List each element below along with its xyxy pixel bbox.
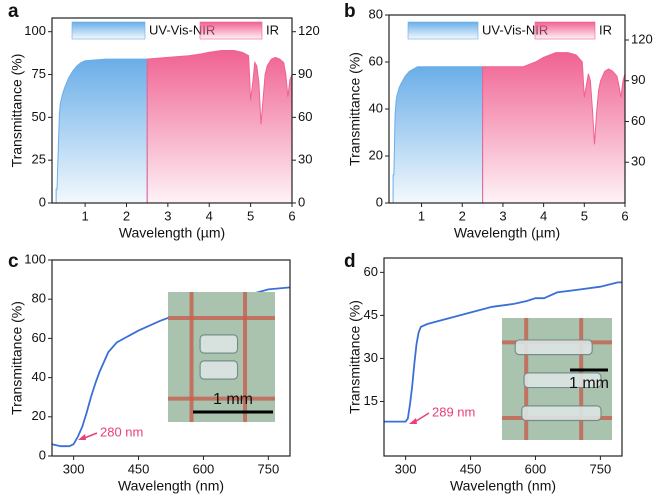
- x-tick-label: 1: [418, 208, 425, 223]
- legend-swatch: [71, 21, 146, 40]
- plot-frame: [383, 257, 623, 457]
- y-tick-label: 40: [369, 100, 383, 115]
- x-tick-label: 600: [525, 461, 547, 476]
- y-tick-label: 30: [364, 350, 378, 365]
- panel-letter: a: [8, 1, 19, 22]
- legend-swatch: [534, 21, 596, 40]
- x-tick-label: 3: [164, 208, 171, 223]
- x-tick-label: 6: [288, 208, 295, 223]
- crystal: [523, 372, 602, 389]
- x-tick-label: 1: [81, 208, 88, 223]
- y2-tick-label: 60: [298, 109, 312, 124]
- y2-tick-label: 90: [298, 66, 312, 81]
- x-tick-label: 6: [621, 208, 628, 223]
- x-tick-label: 2: [123, 208, 130, 223]
- legend-label: IR: [266, 22, 279, 37]
- x-axis-label: Wavelength (µm): [119, 225, 225, 241]
- y2-tick-label: 30: [298, 152, 312, 167]
- annotation: 280 nm: [100, 424, 143, 439]
- y2-tick-label: 90: [631, 72, 645, 87]
- crystal: [199, 360, 239, 380]
- x-axis-label: Wavelength (nm): [118, 478, 224, 494]
- y-tick-label: 20: [369, 147, 383, 162]
- scale-label: 1 mm: [213, 391, 253, 408]
- y2-tick-label: 30: [631, 154, 645, 169]
- y-tick-label: 60: [364, 264, 378, 279]
- x-tick-label: 600: [193, 461, 215, 476]
- y-tick-label: 0: [39, 194, 46, 209]
- y-tick-label: 100: [24, 23, 46, 38]
- arrow-head: [78, 434, 86, 440]
- x-tick-label: 450: [460, 461, 482, 476]
- x-tick-label: 4: [540, 208, 547, 223]
- y-tick-label: 60: [32, 330, 46, 345]
- crystal: [521, 405, 602, 422]
- y-tick-label: 0: [39, 447, 46, 462]
- y-tick-label: 60: [369, 53, 383, 68]
- legend-swatch: [199, 21, 263, 40]
- x-tick-label: 3: [499, 208, 506, 223]
- y-tick-label: 25: [32, 152, 46, 167]
- plot-frame: [51, 17, 293, 204]
- x-tick-label: 450: [128, 461, 150, 476]
- plot-frame: [51, 259, 291, 457]
- y-tick-label: 80: [32, 291, 46, 306]
- area: [55, 58, 148, 204]
- y-tick-label: 40: [32, 369, 46, 384]
- arrow-head: [409, 418, 417, 424]
- area: [392, 66, 484, 204]
- area: [482, 52, 626, 204]
- x-tick-label: 750: [258, 461, 280, 476]
- legend-label: UV-Vis-NIR: [482, 22, 548, 37]
- y-axis-label: Transmittance (%): [9, 301, 25, 415]
- y-tick-label: 0: [376, 194, 383, 209]
- panel-letter: b: [344, 1, 356, 22]
- y2-tick-label: 60: [631, 113, 645, 128]
- area: [146, 50, 293, 204]
- y-axis-label: Transmittance (%): [9, 54, 25, 168]
- panel-letter: d: [344, 251, 356, 272]
- x-tick-label: 5: [247, 208, 254, 223]
- scale-label: 1 mm: [569, 375, 609, 392]
- y-tick-label: 80: [369, 6, 383, 21]
- y2-tick-label: 120: [631, 31, 653, 46]
- y-axis-label: Transmittance (%): [347, 52, 363, 166]
- panel-letter: c: [8, 251, 19, 272]
- y-tick-label: 100: [24, 251, 46, 266]
- x-axis-label: Wavelength (µm): [454, 225, 560, 241]
- x-tick-label: 5: [581, 208, 588, 223]
- annotation: 289 nm: [432, 404, 475, 419]
- y2-tick-label: 0: [298, 194, 305, 209]
- x-tick-label: 300: [395, 461, 417, 476]
- y-tick-label: 15: [364, 393, 378, 408]
- legend-swatch: [407, 21, 479, 40]
- y-tick-label: 50: [32, 109, 46, 124]
- legend-label: UV-Vis-NIR: [149, 22, 215, 37]
- x-tick-label: 4: [206, 208, 213, 223]
- x-axis-label: Wavelength (nm): [450, 478, 556, 494]
- y-tick-label: 45: [364, 307, 378, 322]
- crystal: [199, 334, 239, 354]
- x-tick-label: 300: [63, 461, 85, 476]
- line: [384, 281, 622, 423]
- legend-label: IR: [599, 22, 612, 37]
- y-tick-label: 20: [32, 408, 46, 423]
- x-tick-label: 2: [459, 208, 466, 223]
- crystal: [514, 339, 593, 356]
- y-tick-label: 75: [32, 66, 46, 81]
- y-axis-label: Transmittance (%): [347, 300, 363, 414]
- x-tick-label: 750: [590, 461, 612, 476]
- y2-tick-label: 120: [298, 23, 320, 38]
